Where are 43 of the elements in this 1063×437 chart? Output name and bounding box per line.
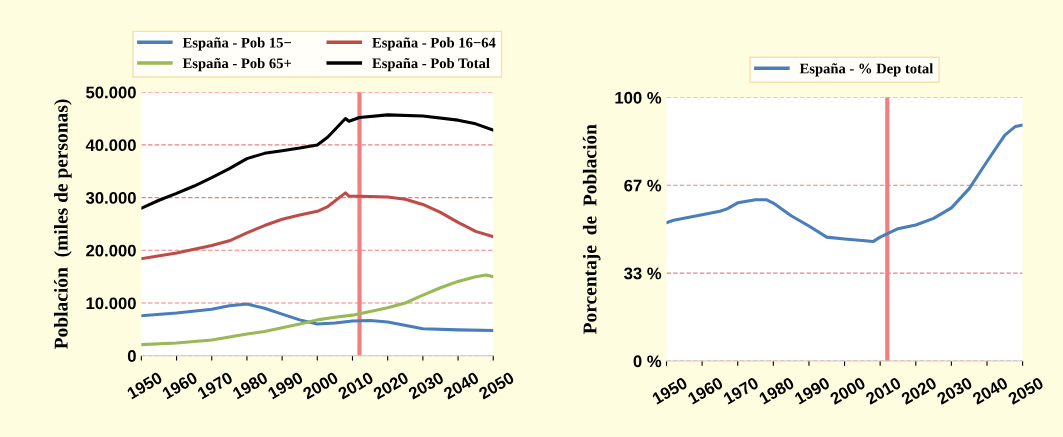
x-tick-label: 2000: [301, 371, 339, 400]
x-tick-label: 1990: [794, 376, 831, 405]
x-tick-label: 1950: [651, 376, 689, 405]
x-tick-label: 1970: [722, 376, 760, 405]
y-tick-label: 40.000: [85, 139, 136, 152]
legend-label: España - Pob Total: [372, 57, 490, 72]
x-tick-label: 2040: [442, 371, 480, 400]
y-tick-label: 67 %: [624, 179, 662, 192]
x-tick-label: 2000: [829, 376, 867, 405]
y-tick-label: 20.000: [86, 244, 136, 257]
x-tick-label: 1980: [232, 371, 269, 400]
y-tick-label: 30.000: [85, 192, 136, 204]
x-tick-label: 2010: [864, 376, 902, 405]
x-tick-label: 1960: [687, 376, 724, 405]
x-tick-label: 2050: [477, 371, 515, 400]
y-tick-label: 0 %: [633, 355, 662, 368]
x-tick-label: 1990: [267, 371, 304, 400]
x-tick-label: 2050: [1007, 376, 1045, 405]
y-axis-title: Población (miles de personas): [54, 99, 72, 349]
legend-label: España - Pob 65+: [182, 57, 292, 72]
line-series: [141, 302, 494, 332]
y-tick-label: 0: [127, 350, 136, 362]
line-series: [141, 191, 494, 261]
x-tick-label: 2020: [372, 371, 410, 400]
y-tick-label: 100 %: [615, 91, 662, 104]
x-tick-label: 1960: [161, 371, 199, 400]
x-tick-label: 1980: [758, 376, 795, 405]
legend-label: España - % Dep total: [799, 63, 934, 77]
x-tick-label: 1970: [196, 371, 234, 400]
x-tick-label: 2020: [900, 376, 938, 405]
line-series: [666, 123, 1023, 244]
x-tick-label: 2030: [407, 371, 445, 400]
legend-label: España - Pob 16−64: [372, 37, 496, 51]
line-series: [141, 113, 494, 210]
x-tick-label: 1950: [126, 371, 163, 400]
line-series: [141, 273, 494, 347]
x-tick-label: 2040: [971, 376, 1009, 405]
y-axis-title: Porcentaje de Población: [582, 124, 601, 335]
y-tick-label: 50.000: [86, 86, 136, 99]
legend-label: España - Pob 15−: [182, 37, 292, 51]
x-tick-label: 2030: [936, 376, 973, 405]
y-tick-label: 10.000: [86, 297, 136, 310]
y-tick-label: 33 %: [624, 267, 662, 280]
